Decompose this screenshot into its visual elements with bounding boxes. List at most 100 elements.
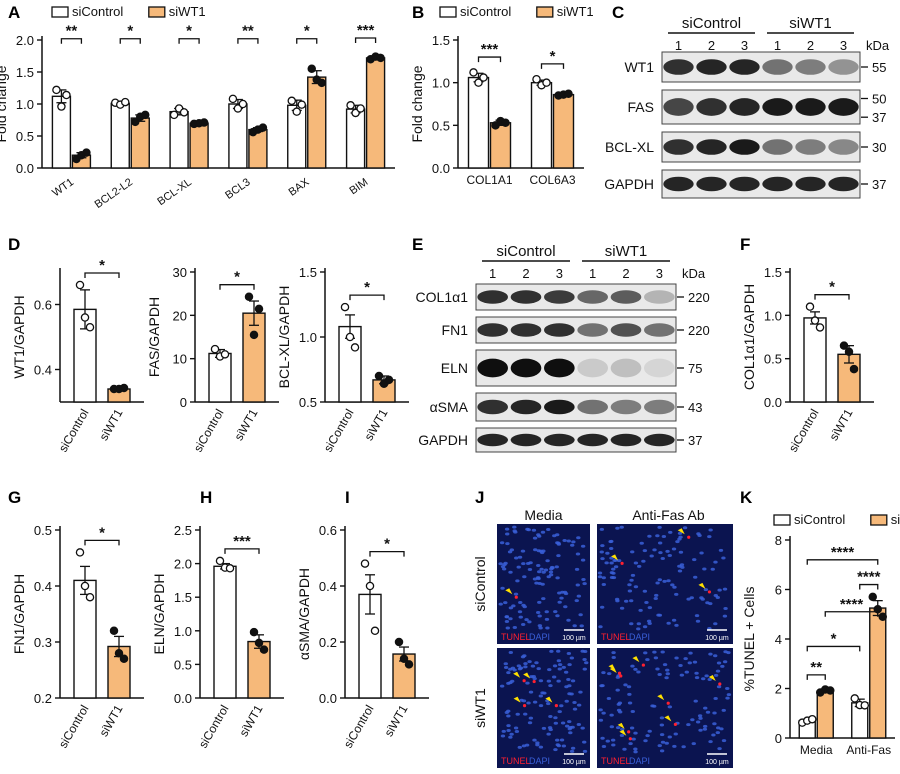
stain-label-dapi: DAPI xyxy=(529,756,550,766)
x-tick-label: Anti-Fas xyxy=(846,743,891,757)
dapi-nucleus xyxy=(518,666,524,670)
dapi-nucleus xyxy=(508,617,513,621)
yellow-arrowhead-icon xyxy=(523,672,531,679)
dapi-nucleus xyxy=(515,579,520,583)
dapi-nucleus xyxy=(523,662,528,666)
dapi-nucleus xyxy=(556,649,561,653)
dapi-nucleus xyxy=(535,576,541,580)
blot-strip xyxy=(661,131,861,163)
dapi-nucleus xyxy=(642,549,648,553)
panel-h-y-tick-label: 1.0 xyxy=(174,624,192,639)
dapi-nucleus xyxy=(609,575,615,579)
dapi-nucleus xyxy=(707,626,712,630)
dapi-nucleus xyxy=(641,559,646,563)
dapi-nucleus xyxy=(504,711,510,715)
blot-strip xyxy=(475,349,677,387)
dapi-nucleus xyxy=(555,738,560,742)
dapi-nucleus xyxy=(522,575,527,579)
blot-band xyxy=(577,323,609,337)
blot-band xyxy=(762,59,793,75)
x-tick-label: BIM xyxy=(347,176,370,197)
data-point xyxy=(384,375,394,385)
x-tick-label: siControl xyxy=(56,407,92,455)
dapi-nucleus xyxy=(601,583,607,587)
dapi-nucleus xyxy=(679,563,685,567)
blot-band xyxy=(577,290,609,304)
dapi-nucleus xyxy=(599,527,605,531)
dapi-nucleus xyxy=(520,549,526,553)
dapi-nucleus xyxy=(559,704,564,708)
dapi-nucleus xyxy=(708,652,713,656)
blot-lane-number: 2 xyxy=(807,38,814,53)
stain-label-tunel: TUNEL xyxy=(501,756,531,766)
tunel-positive-cell xyxy=(554,704,558,708)
blot-kda-value: 37 xyxy=(872,110,886,125)
data-point xyxy=(199,118,209,127)
dapi-nucleus xyxy=(514,729,520,733)
dapi-nucleus xyxy=(723,606,728,610)
panel-k-y-tick-label: 2 xyxy=(775,682,782,697)
blot-kda-value: 43 xyxy=(688,400,702,415)
data-point xyxy=(317,78,326,88)
blot-band xyxy=(795,59,826,75)
panel-g-y-tick-label: 0.3 xyxy=(34,635,52,650)
dapi-nucleus xyxy=(527,721,533,725)
panel-k-y-tick-label: 4 xyxy=(775,632,782,647)
dapi-nucleus xyxy=(684,670,689,674)
x-tick-label: BCL-XL xyxy=(155,176,193,208)
blot-band xyxy=(696,139,727,155)
dapi-nucleus xyxy=(505,542,510,546)
panel-d2-y-tick-label: 10 xyxy=(173,352,187,367)
dapi-nucleus xyxy=(516,664,522,668)
panel-a-y-label: Fold change xyxy=(0,65,9,142)
dapi-nucleus xyxy=(682,526,688,530)
data-point xyxy=(210,344,220,354)
dapi-nucleus xyxy=(699,551,704,555)
dapi-nucleus xyxy=(715,595,720,599)
dapi-nucleus xyxy=(579,624,584,628)
dapi-nucleus xyxy=(722,614,728,618)
dapi-nucleus xyxy=(647,621,652,625)
dapi-nucleus xyxy=(547,668,552,672)
blot-band xyxy=(577,433,609,447)
dapi-nucleus xyxy=(674,623,679,627)
dapi-nucleus xyxy=(639,541,644,545)
significance-k-bracket xyxy=(806,645,861,652)
significance-a-bracket xyxy=(119,38,141,44)
dapi-nucleus xyxy=(557,667,562,671)
yellow-arrowhead-icon xyxy=(611,554,619,561)
data-point xyxy=(350,343,360,352)
blot-band xyxy=(828,98,859,116)
panel-g-y-tick-label: 0.2 xyxy=(34,691,52,706)
dapi-nucleus xyxy=(612,558,617,562)
dapi-nucleus xyxy=(505,626,510,630)
dapi-nucleus xyxy=(698,716,703,720)
panel-b-y-tick-label: 1.0 xyxy=(432,76,450,91)
dapi-nucleus xyxy=(629,726,635,730)
dapi-nucleus xyxy=(667,735,672,739)
dapi-nucleus xyxy=(582,650,588,654)
dapi-nucleus xyxy=(659,723,665,727)
dapi-nucleus xyxy=(702,724,708,728)
dapi-nucleus xyxy=(537,600,542,604)
data-point xyxy=(119,383,129,393)
dapi-nucleus xyxy=(618,710,623,714)
dapi-nucleus xyxy=(616,702,622,706)
blot-kda-value: 37 xyxy=(688,433,702,448)
dapi-nucleus xyxy=(506,681,511,685)
bar-siwt1 xyxy=(307,76,327,169)
blot-row-label: BCL-XL xyxy=(605,139,654,155)
dapi-nucleus xyxy=(604,561,609,565)
dapi-nucleus xyxy=(708,740,713,744)
panel-h-y-tick-label: 2.0 xyxy=(174,557,192,572)
dapi-nucleus xyxy=(553,748,558,752)
data-point xyxy=(340,302,350,312)
dapi-nucleus xyxy=(532,700,538,704)
panel-a-y-tick-label: 2.0 xyxy=(16,33,34,48)
dapi-nucleus xyxy=(611,655,616,659)
panel-a-legend-label: siWT1 xyxy=(169,4,206,19)
yellow-arrowhead-icon xyxy=(619,729,627,736)
tunel-positive-cell xyxy=(641,663,645,667)
dapi-nucleus xyxy=(615,526,620,530)
